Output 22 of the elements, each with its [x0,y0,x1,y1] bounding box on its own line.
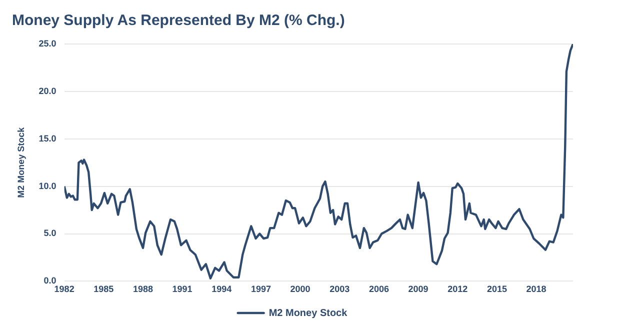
x-tick-label: 2003 [330,284,350,294]
y-tick-label: 0.0 [44,276,56,286]
x-tick-label: 1991 [172,284,192,294]
x-tick-label: 2009 [408,284,428,294]
y-tick-label: 15.0 [38,133,56,144]
x-tick-label: 2006 [368,284,389,294]
x-tick-label: 1988 [132,284,153,294]
x-tick-label: 1997 [250,284,271,294]
y-tick-label: 5.0 [44,228,56,238]
x-tick-label: 2018 [526,284,546,294]
y-tick-label: 25.0 [38,38,56,48]
x-tick-label: 1985 [94,284,114,294]
x-tick-label: 2015 [486,284,507,294]
y-tick-label: 20.0 [38,86,56,96]
x-tick-label: 2012 [448,284,468,294]
x-tick-label: 1982 [54,284,74,294]
chart-title: Money Supply As Represented By M2 (% Chg.) [12,12,345,30]
y-axis-title: M2 Money Stock [16,126,26,198]
legend-label: M2 Money Stock [268,308,348,319]
x-tick-label: 1994 [212,284,232,294]
y-tick-label: 10.0 [38,180,56,191]
x-tick-label: 2000 [290,284,310,294]
